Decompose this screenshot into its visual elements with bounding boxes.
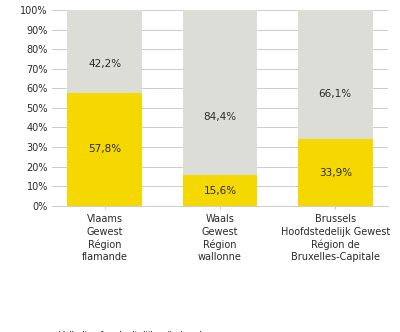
Text: 57,8%: 57,8% (88, 144, 121, 154)
Bar (298, 10, 373, 139)
Bar (67, 93, 142, 206)
Bar (182, 10, 258, 175)
Text: 66,1%: 66,1% (319, 89, 352, 99)
Text: 84,4%: 84,4% (204, 113, 236, 123)
Text: 33,9%: 33,9% (319, 168, 352, 178)
Text: 42,2%: 42,2% (88, 59, 121, 69)
Bar (182, 175, 258, 206)
Legend: Volledig of gedeeltelijk geïsoleerd
Complètement ou partiellement isolé, Niet-ge: Volledig of gedeeltelijk geïsoleerd Comp… (39, 331, 312, 332)
Bar (67, 10, 142, 93)
Text: 15,6%: 15,6% (204, 186, 236, 196)
Bar (298, 139, 373, 206)
